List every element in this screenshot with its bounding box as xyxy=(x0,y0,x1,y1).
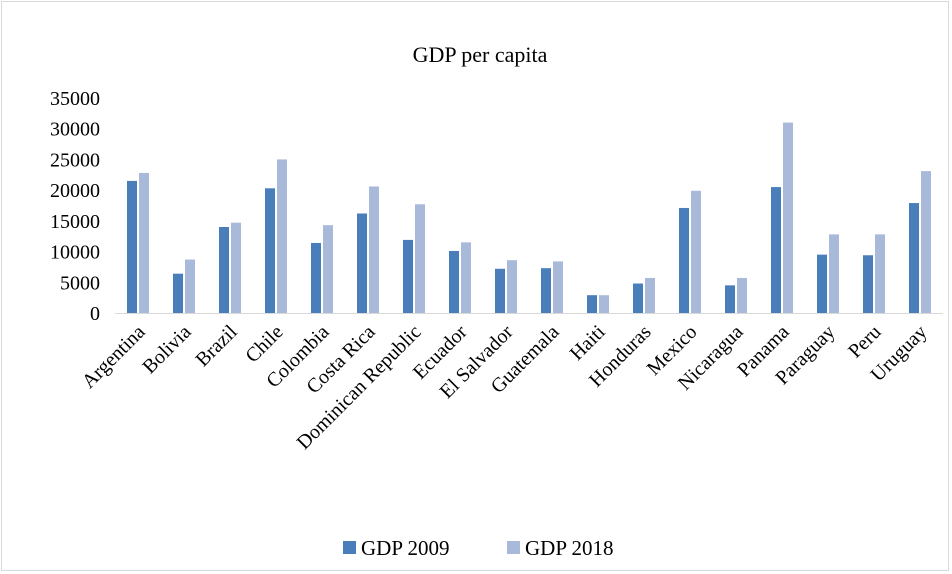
bar-gdp-2018 xyxy=(185,259,195,313)
bar-gdp-2018 xyxy=(737,277,747,313)
bar-gdp-2009 xyxy=(357,213,367,313)
legend-swatch xyxy=(507,541,520,554)
bar-gdp-2018 xyxy=(645,277,655,313)
bar-gdp-2009 xyxy=(817,254,827,313)
y-tick-label: 25000 xyxy=(50,149,100,171)
bar-gdp-2009 xyxy=(725,285,735,313)
y-axis: 0 5000 10000 15000 20000 25000 30000 35000 xyxy=(50,88,100,325)
bar-gdp-2018 xyxy=(277,159,287,313)
legend-swatch xyxy=(343,541,356,554)
bar-gdp-2018 xyxy=(829,234,839,313)
bar-gdp-2018 xyxy=(415,204,425,313)
y-tick-label: 0 xyxy=(90,303,100,325)
chart-title: GDP per capita xyxy=(413,42,548,67)
x-tick-label: Brazil xyxy=(191,321,241,371)
bar-gdp-2009 xyxy=(909,203,919,313)
legend-label: GDP 2018 xyxy=(525,536,613,560)
bar-gdp-2018 xyxy=(369,186,379,313)
plot-area xyxy=(115,122,943,314)
bar-gdp-2009 xyxy=(173,273,183,313)
bar-gdp-2009 xyxy=(679,207,689,313)
x-tick-label: Bolivia xyxy=(138,321,195,378)
bar-gdp-2009 xyxy=(541,268,551,313)
bar-gdp-2009 xyxy=(403,239,413,313)
bar-gdp-2009 xyxy=(771,187,781,313)
bar-gdp-2018 xyxy=(231,222,241,313)
bar-gdp-2018 xyxy=(461,242,471,313)
bar-gdp-2009 xyxy=(127,180,137,313)
bar-gdp-2018 xyxy=(599,295,609,313)
bar-gdp-2009 xyxy=(265,188,275,313)
bar-gdp-2009 xyxy=(219,227,229,313)
legend: GDP 2009 GDP 2018 xyxy=(343,536,613,560)
y-tick-label: 15000 xyxy=(50,211,100,233)
bar-gdp-2009 xyxy=(587,295,597,313)
y-tick-label: 30000 xyxy=(50,119,100,141)
bar-gdp-2018 xyxy=(875,234,885,313)
bar-gdp-2009 xyxy=(311,242,321,313)
bar-gdp-2009 xyxy=(495,268,505,313)
legend-label: GDP 2009 xyxy=(361,536,449,560)
bar-gdp-2018 xyxy=(139,172,149,313)
y-tick-label: 35000 xyxy=(50,88,100,110)
x-tick-label: Argentina xyxy=(78,321,150,393)
y-tick-label: 20000 xyxy=(50,180,100,202)
bar-gdp-2018 xyxy=(691,190,701,313)
y-tick-label: 10000 xyxy=(50,242,100,264)
bar-gdp-2009 xyxy=(449,250,459,313)
bar-gdp-2018 xyxy=(783,122,793,313)
bar-gdp-2009 xyxy=(633,283,643,313)
bar-gdp-2009 xyxy=(863,255,873,313)
bar-gdp-2018 xyxy=(507,260,517,313)
x-tick-label: Peru xyxy=(844,321,885,362)
bar-gdp-2018 xyxy=(323,225,333,313)
y-tick-label: 5000 xyxy=(60,272,100,294)
bar-gdp-2018 xyxy=(921,171,931,313)
bar-gdp-2018 xyxy=(553,261,563,313)
